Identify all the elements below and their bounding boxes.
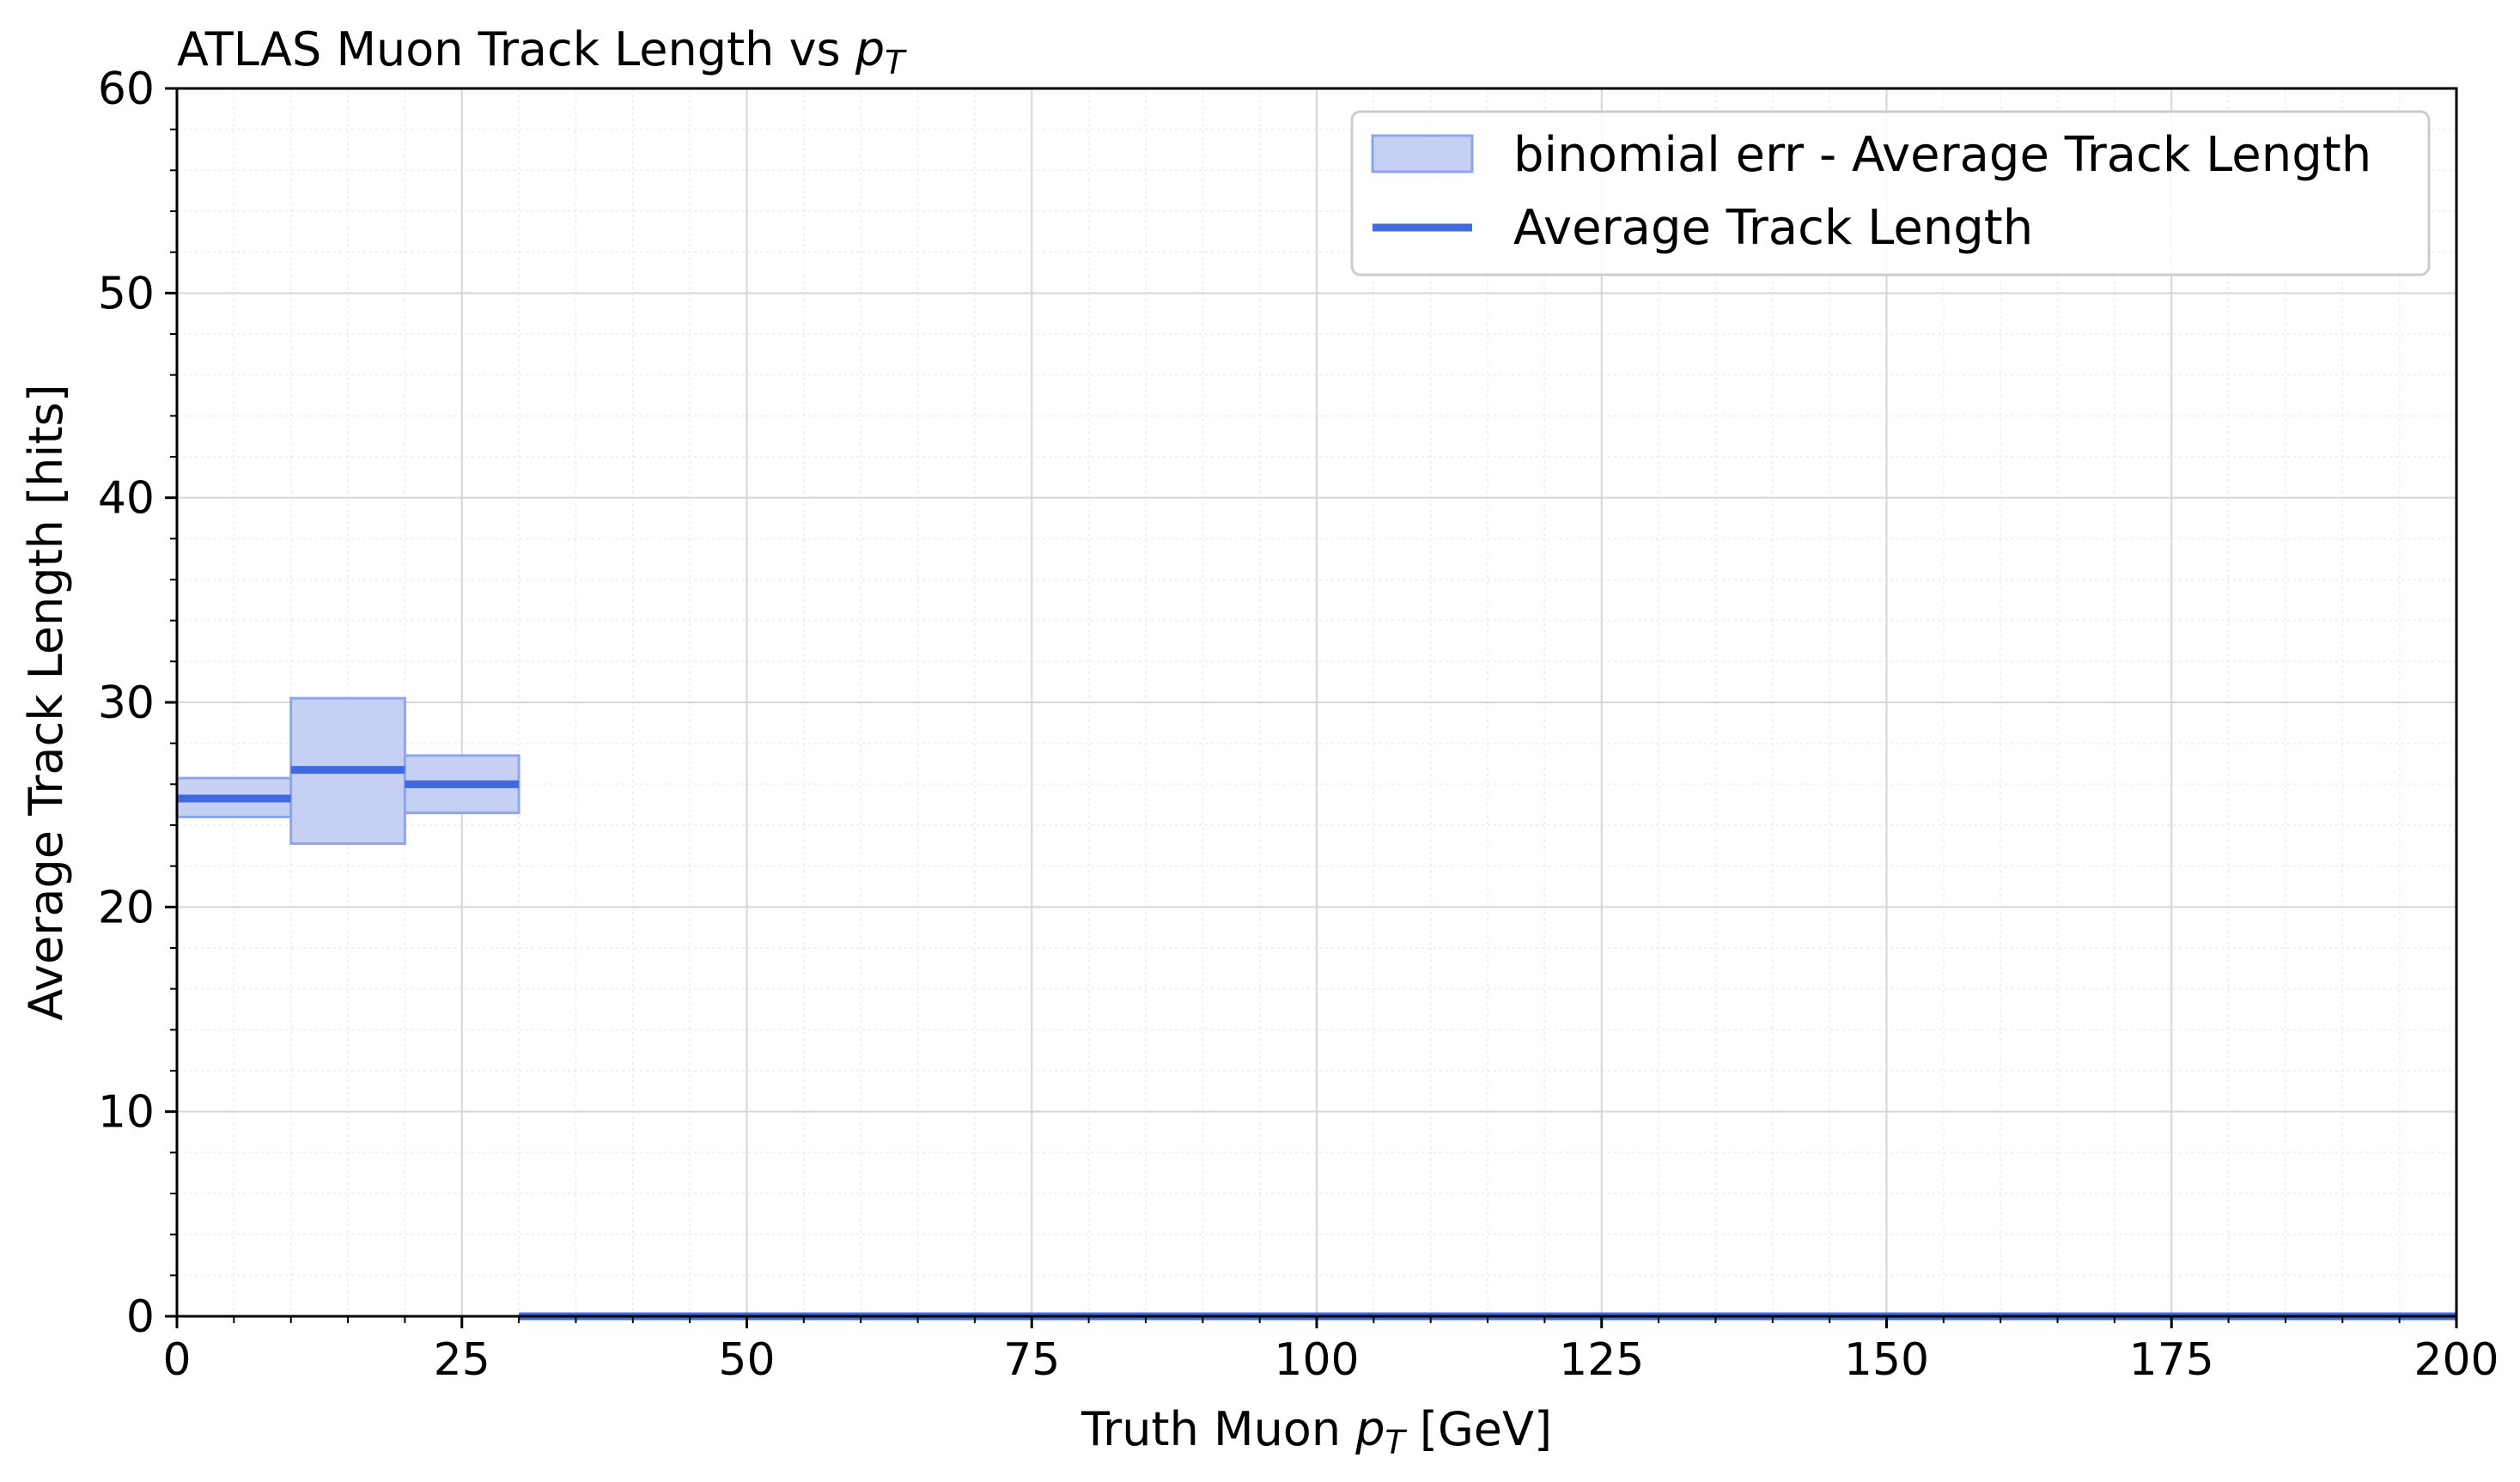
legend-box	[1350, 110, 2431, 276]
y-tick-label: 10	[98, 1087, 155, 1139]
y-axis-title: Average Track Length [hits]	[19, 384, 73, 1020]
y-tick-label: 30	[98, 677, 155, 729]
x-axis-title-var: p	[1354, 1402, 1385, 1456]
x-axis-title-pre: Truth Muon	[1080, 1402, 1355, 1456]
x-tick-label: 125	[1559, 1334, 1644, 1386]
y-tick-label: 60	[98, 64, 155, 115]
x-tick-label: 175	[2129, 1334, 2214, 1386]
axis-ticks: 0 25 50 75 100 125 150 175 200 0 10 20 30 40 50 60	[98, 64, 2499, 1386]
chart-title-main: ATLAS Muon Track Length vs	[177, 22, 855, 76]
x-axis-title: Truth Muon pT [GeV]	[1080, 1402, 1552, 1461]
legend-band-swatch	[1371, 134, 1474, 173]
x-tick-label: 25	[434, 1334, 490, 1386]
legend-band-label: binomial err - Average Track Length	[1513, 127, 2371, 183]
legend: binomial err - Average Track Length Aver…	[1350, 110, 2431, 276]
x-tick-label: 100	[1274, 1334, 1359, 1386]
chart-title: ATLAS Muon Track Length vs pT	[177, 22, 907, 82]
x-tick-label: 150	[1844, 1334, 1929, 1386]
x-axis-title-post: [GeV]	[1405, 1402, 1552, 1456]
y-tick-label: 50	[98, 268, 155, 319]
y-tick-label: 20	[98, 882, 155, 933]
y-tick-label: 0	[126, 1291, 155, 1343]
x-tick-label: 75	[1003, 1334, 1060, 1386]
chart-title-sub: T	[885, 44, 907, 82]
x-tick-label: 200	[2413, 1334, 2499, 1386]
legend-line-label: Average Track Length	[1513, 200, 2033, 256]
chart-title-var: p	[855, 22, 885, 76]
x-tick-label: 50	[718, 1334, 775, 1386]
x-axis-title-sub: T	[1385, 1424, 1408, 1461]
x-tick-label: 0	[162, 1334, 191, 1386]
y-tick-label: 40	[98, 473, 155, 525]
